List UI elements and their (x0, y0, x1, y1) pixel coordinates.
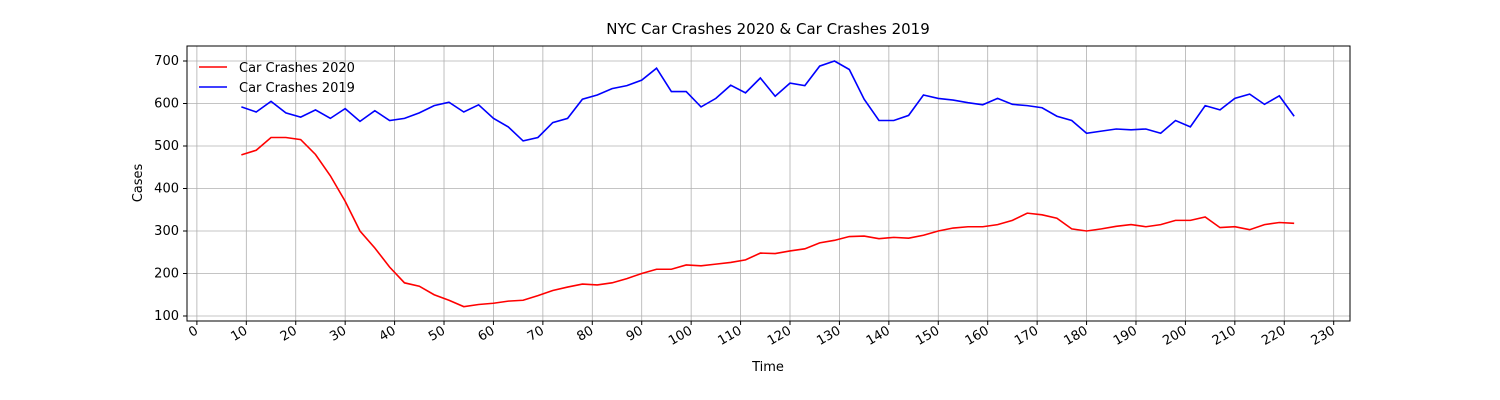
y-tick-label: 300 (154, 224, 179, 239)
x-tick-label: 110 (716, 323, 745, 348)
x-tick-label: 210 (1210, 323, 1239, 348)
y-tick-label: 500 (154, 139, 179, 154)
x-tick-label: 120 (765, 323, 794, 348)
y-tick-label: 400 (154, 181, 179, 196)
x-tick-label: 20 (278, 323, 300, 344)
line-series (241, 60, 1295, 142)
y-axis-label: Cases (131, 163, 146, 202)
x-tick-label: 180 (1062, 323, 1091, 348)
x-tick-label: 130 (814, 323, 843, 348)
x-tick-label: 40 (377, 323, 399, 344)
chart-title: NYC Car Crashes 2020 & Car Crashes 2019 (606, 20, 930, 38)
x-tick-label: 160 (963, 323, 992, 348)
y-tick-label: 200 (154, 266, 179, 281)
plot-frame (186, 45, 1351, 322)
x-tick-label: 60 (476, 323, 498, 344)
x-tick-label: 230 (1309, 323, 1338, 348)
x-tick-label: 190 (1111, 323, 1140, 348)
x-tick-label: 220 (1259, 323, 1288, 348)
x-tick-label: 10 (228, 323, 250, 344)
y-tick-label: 600 (154, 96, 179, 111)
x-tick-label: 90 (624, 323, 646, 344)
line-series (241, 136, 1295, 308)
x-tick-label: 0 (186, 323, 201, 340)
legend-label: Car Crashes 2020 (239, 61, 355, 76)
x-tick-label: 150 (913, 323, 942, 348)
x-tick-label: 50 (426, 323, 448, 344)
x-tick-label: 80 (574, 323, 596, 344)
x-tick-label: 170 (1012, 323, 1041, 348)
x-tick-label: 140 (864, 323, 893, 348)
y-tick-label: 700 (154, 54, 179, 69)
y-tick-label: 100 (154, 309, 179, 324)
legend-label: Car Crashes 2019 (239, 81, 355, 96)
x-tick-label: 200 (1160, 323, 1189, 348)
x-tick-label: 70 (525, 323, 547, 344)
x-tick-label: 100 (666, 323, 695, 348)
x-tick-label: 30 (327, 323, 349, 344)
x-axis-label: Time (751, 360, 784, 375)
